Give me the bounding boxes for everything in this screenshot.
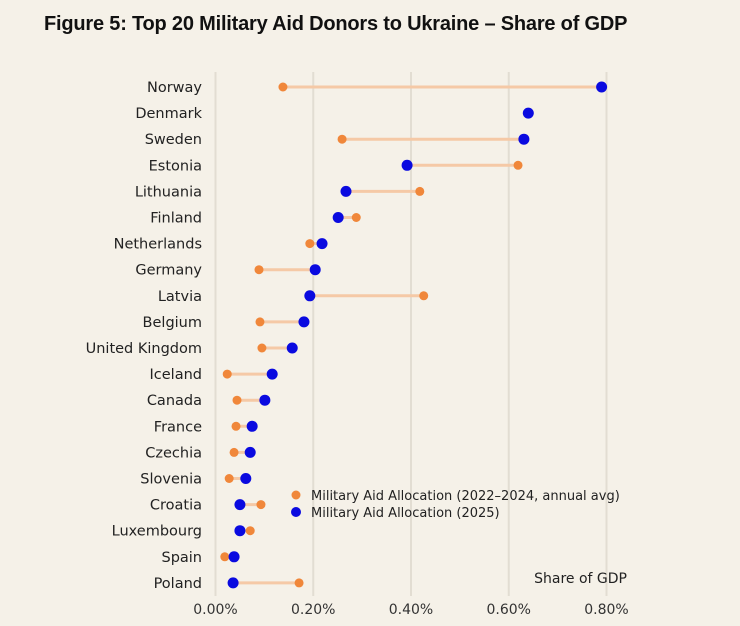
point-2025 [228, 551, 240, 563]
point-2025 [234, 499, 246, 511]
point-2025 [518, 133, 530, 145]
point-2025 [298, 316, 310, 328]
category-label: United Kingdom [86, 341, 202, 357]
point-2022-2024 [232, 395, 242, 405]
point-2022-2024 [222, 369, 232, 379]
point-2022-2024 [254, 265, 264, 275]
point-2025 [596, 81, 608, 93]
x-tick-label: 0.40% [389, 602, 433, 618]
legend-marker-2025 [291, 507, 301, 517]
point-2025 [244, 446, 256, 458]
category-label: France [154, 419, 202, 435]
category-label: Lithuania [135, 184, 202, 200]
category-label: Sweden [145, 132, 202, 148]
point-2022-2024 [278, 82, 288, 92]
x-axis-title: Share of GDP [534, 571, 627, 587]
point-2022-2024 [351, 213, 361, 222]
category-label: Canada [147, 393, 202, 409]
point-2022-2024 [294, 578, 304, 588]
point-2022-2024 [224, 474, 234, 483]
chart-title: Figure 5: Top 20 Military Aid Donors to … [44, 13, 628, 35]
category-label: Luxembourg [112, 524, 202, 540]
point-2022-2024 [255, 317, 265, 327]
legend-marker-2022-2024 [291, 490, 301, 500]
category-label: Netherlands [114, 237, 202, 253]
x-tick-label: 0.80% [584, 602, 628, 618]
point-2025 [234, 525, 246, 537]
point-2022-2024 [513, 160, 523, 170]
point-2025 [240, 473, 252, 484]
point-2025 [309, 264, 321, 276]
category-label: Slovenia [140, 472, 202, 488]
category-label: Croatia [150, 498, 202, 514]
point-2025 [227, 577, 239, 589]
category-label: Czechia [145, 445, 202, 461]
point-2025 [340, 185, 352, 197]
point-2022-2024 [337, 134, 347, 144]
x-tick-label: 0.20% [291, 602, 335, 618]
point-2022-2024 [415, 186, 425, 196]
category-label: Denmark [135, 106, 202, 122]
point-2022-2024 [229, 447, 239, 457]
point-2022-2024 [220, 552, 230, 562]
legend-label-2022-2024: Military Aid Allocation (2022–2024, annu… [311, 489, 620, 504]
point-2022-2024 [245, 526, 255, 536]
point-2022-2024 [305, 239, 315, 249]
x-tick-label: 0.60% [487, 602, 531, 618]
category-label: Latvia [158, 289, 202, 305]
point-2022-2024 [257, 343, 267, 353]
x-tick-label: 0.00% [193, 602, 237, 618]
category-label: Spain [161, 550, 202, 566]
category-label: Estonia [149, 158, 202, 174]
point-2025 [316, 238, 328, 250]
point-2025 [401, 159, 413, 171]
legend-label-2025: Military Aid Allocation (2025) [311, 506, 500, 521]
point-2022-2024 [419, 291, 429, 301]
category-label: Belgium [143, 315, 202, 331]
point-2025 [266, 368, 278, 380]
point-2022-2024 [256, 500, 266, 510]
point-2025 [259, 394, 271, 406]
category-label: Iceland [150, 367, 202, 383]
category-label: Finland [150, 211, 202, 227]
point-2025 [522, 107, 534, 119]
category-label: Norway [147, 80, 202, 96]
point-2025 [304, 290, 316, 302]
category-label: Germany [135, 263, 202, 279]
point-2025 [332, 212, 344, 223]
point-2025 [286, 342, 298, 354]
category-label: Poland [154, 576, 202, 592]
point-2025 [246, 420, 258, 432]
point-2022-2024 [231, 421, 241, 431]
